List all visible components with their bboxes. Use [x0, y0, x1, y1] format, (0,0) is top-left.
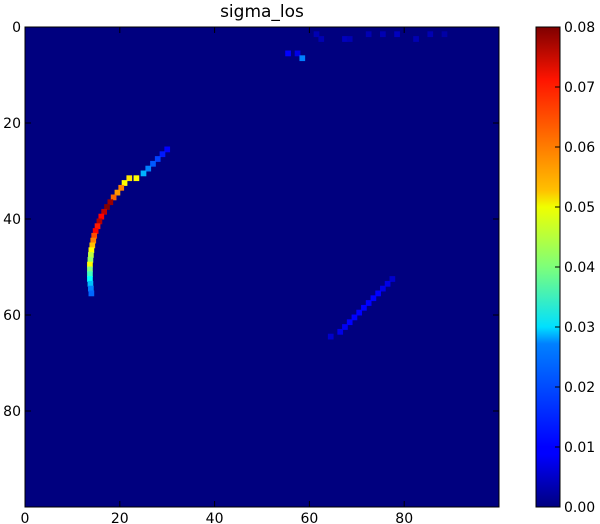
heatmap-cell [133, 175, 140, 182]
heatmap-cell [380, 31, 386, 38]
colorbar-tick-label: 0.07 [564, 80, 595, 96]
heatmap-frame [24, 26, 500, 508]
colorbar-tick-label: 0.04 [564, 260, 595, 276]
heatmap-cell [87, 266, 93, 273]
heatmap-cell [361, 304, 367, 311]
heatmap-cell [294, 50, 301, 57]
colorbar-tick-label: 0.03 [564, 320, 595, 336]
x-tick-label: 40 [206, 511, 224, 524]
y-axis: 0 20 40 60 80 [3, 20, 499, 420]
x-tick-label: 80 [395, 511, 413, 524]
heatmap-cell [389, 276, 396, 282]
x-axis: 0 20 40 60 80 [21, 27, 413, 524]
heatmap-background [25, 27, 499, 507]
colorbar-tick-label: 0.01 [564, 440, 595, 456]
heatmap-cell [87, 271, 93, 278]
heatmap-cells [87, 31, 448, 340]
colorbar-tick-label: 0.05 [564, 200, 595, 216]
heatmap-plot: 0 20 40 60 80 0 20 40 60 80 [3, 20, 500, 524]
heatmap-cell [342, 324, 348, 330]
heatmap-cell [88, 285, 94, 292]
colorbar-ticks: 0.00 0.01 0.02 0.03 0.04 0.05 0.06 0.07 0.08 [555, 20, 595, 516]
x-tick-label: 60 [300, 511, 318, 524]
heatmap-cell [150, 160, 156, 167]
colorbar-tick-label: 0.06 [564, 140, 595, 156]
heatmap-cell [101, 208, 107, 215]
heatmap-cell [121, 180, 128, 186]
heatmap-cell [145, 165, 152, 172]
heatmap-cell [394, 31, 400, 38]
heatmap-cell [118, 184, 125, 191]
heatmap-cell [370, 295, 377, 302]
heatmap-cell [285, 50, 291, 57]
heatmap-cell [427, 31, 434, 38]
colorbar: 0.00 0.01 0.02 0.03 0.04 0.05 0.06 0.07 0.08 [535, 20, 595, 516]
heatmap-cell [92, 228, 99, 234]
heatmap-cell [365, 300, 372, 306]
x-tick-label: 0 [21, 511, 30, 524]
heatmap-cell [89, 242, 96, 249]
heatmap-cell [351, 314, 358, 321]
heatmap-cell [384, 280, 391, 287]
heatmap-cell [337, 328, 344, 335]
heatmap-cell [342, 36, 348, 42]
heatmap-cell [154, 156, 161, 162]
y-tick-label: 20 [3, 116, 21, 132]
heatmap-cell [365, 31, 372, 38]
heatmap-cell [88, 290, 95, 297]
y-tick-label: 0 [12, 20, 21, 36]
heatmap-cell [375, 290, 381, 297]
heatmap-cell [88, 247, 95, 254]
colorbar-tick-label: 0.02 [564, 380, 595, 396]
y-tick-label: 80 [3, 404, 21, 420]
heatmap-cell [313, 31, 320, 38]
y-tick-label: 60 [3, 308, 21, 324]
heatmap-cell [356, 309, 363, 316]
heatmap-cell [413, 36, 419, 42]
heatmap-cell [159, 151, 166, 158]
heatmap-cell [164, 146, 171, 153]
heatmap-cell [104, 204, 110, 210]
heatmap-cell [299, 55, 306, 62]
heatmap-cell [87, 261, 93, 268]
heatmap-cell [87, 280, 94, 287]
heatmap-cell [327, 333, 334, 340]
heatmap-cell [140, 170, 147, 177]
heatmap-cell [318, 36, 325, 42]
heatmap-cell [380, 285, 386, 292]
colorbar-tick-label: 0.00 [564, 500, 595, 516]
heatmap-cell [126, 175, 133, 182]
heatmap-cell [441, 31, 448, 38]
x-tick-label: 20 [111, 511, 129, 524]
heatmap-cell [346, 319, 353, 326]
heatmap-cell [94, 223, 101, 230]
heatmap-cell [96, 218, 103, 225]
heatmap-cell [88, 252, 94, 258]
heatmap-cell [87, 256, 94, 263]
heatmap-cell [107, 199, 114, 206]
heatmap-cell [346, 36, 353, 42]
heatmap-cell [110, 194, 117, 201]
heatmap-cell [90, 237, 97, 244]
chart-title: sigma_los [220, 2, 304, 22]
heatmap-cell [98, 213, 105, 220]
heatmap-cell [114, 189, 121, 196]
y-tick-label: 40 [3, 212, 21, 228]
heatmap-cell [91, 232, 98, 239]
colorbar-tick-label: 0.08 [564, 20, 595, 36]
heatmap-cell [87, 276, 93, 282]
